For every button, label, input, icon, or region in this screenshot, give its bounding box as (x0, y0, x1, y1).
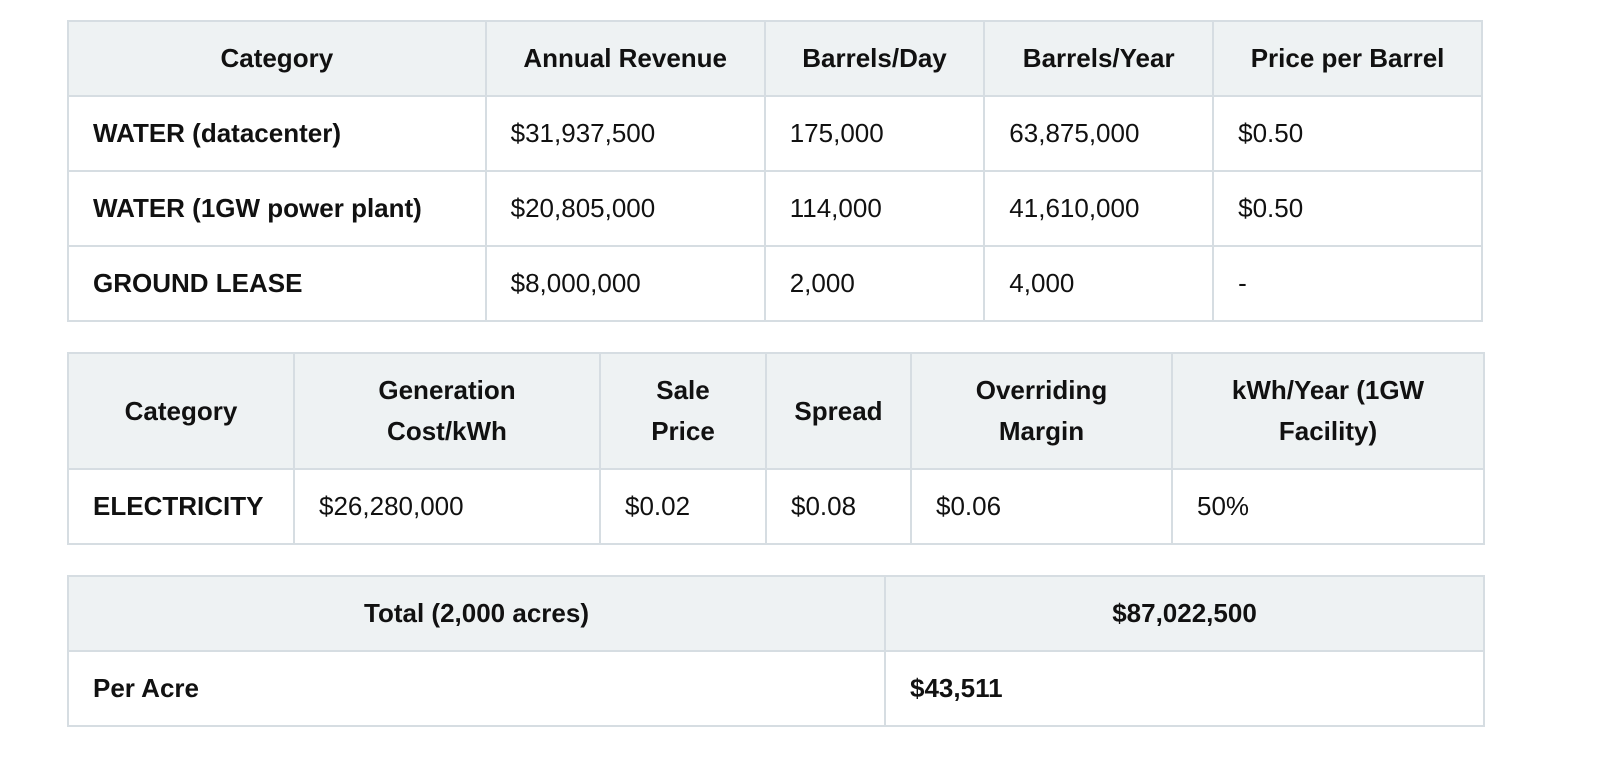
table-row: WATER (1GW power plant) $20,805,000 114,… (67, 170, 1483, 247)
row-label: GROUND LEASE (67, 245, 487, 322)
column-header: Price per Barrel (1212, 20, 1483, 97)
electricity-table-header-row: Category Generation Cost/kWh Sale Price … (67, 352, 1485, 470)
table-cell: $0.50 (1212, 170, 1483, 247)
column-header: Sale Price (599, 352, 767, 470)
table-cell: 41,610,000 (983, 170, 1215, 247)
row-label: ELECTRICITY (67, 468, 295, 545)
row-label: WATER (1GW power plant) (67, 170, 487, 247)
column-header: Barrels/Year (983, 20, 1215, 97)
table-cell: 175,000 (763, 95, 986, 172)
table-cell: $31,937,500 (484, 95, 766, 172)
table-cell: 50% (1171, 468, 1485, 545)
table-row: GROUND LEASE $8,000,000 2,000 4,000 - (67, 245, 1483, 322)
totals-table: Total (2,000 acres) $87,022,500 Per Acre… (67, 575, 1485, 727)
column-header: Spread (765, 352, 912, 470)
column-header: Category (67, 352, 295, 470)
electricity-table: Category Generation Cost/kWh Sale Price … (67, 352, 1485, 545)
total-label: Total (2,000 acres) (67, 575, 886, 652)
revenue-table-header-row: Category Annual Revenue Barrels/Day Barr… (67, 20, 1483, 97)
column-header: Category (67, 20, 487, 97)
column-header: Barrels/Day (763, 20, 986, 97)
table-cell: $8,000,000 (484, 245, 766, 322)
per-acre-value: $43,511 (884, 650, 1485, 727)
table-cell: $20,805,000 (484, 170, 766, 247)
table-row: WATER (datacenter) $31,937,500 175,000 6… (67, 95, 1483, 172)
column-header: Overriding Margin (910, 352, 1173, 470)
revenue-table: Category Annual Revenue Barrels/Day Barr… (67, 20, 1483, 322)
table-cell: 63,875,000 (983, 95, 1215, 172)
table-cell: 114,000 (763, 170, 986, 247)
table-cell: $26,280,000 (293, 468, 601, 545)
table-row: ELECTRICITY $26,280,000 $0.02 $0.08 $0.0… (67, 468, 1485, 545)
per-acre-label: Per Acre (67, 650, 886, 727)
column-header: Generation Cost/kWh (293, 352, 601, 470)
table-cell: $0.08 (765, 468, 912, 545)
tables-container: Category Annual Revenue Barrels/Day Barr… (67, 20, 1485, 727)
table-row: Per Acre $43,511 (67, 650, 1485, 727)
totals-header-row: Total (2,000 acres) $87,022,500 (67, 575, 1485, 652)
row-label: WATER (datacenter) (67, 95, 487, 172)
table-cell: $0.50 (1212, 95, 1483, 172)
table-cell: $0.06 (910, 468, 1173, 545)
column-header: kWh/Year (1GW Facility) (1171, 352, 1485, 470)
table-cell: 2,000 (763, 245, 986, 322)
column-header: Annual Revenue (484, 20, 766, 97)
table-cell: $0.02 (599, 468, 767, 545)
table-cell: - (1212, 245, 1483, 322)
table-cell: 4,000 (983, 245, 1215, 322)
total-value: $87,022,500 (884, 575, 1485, 652)
